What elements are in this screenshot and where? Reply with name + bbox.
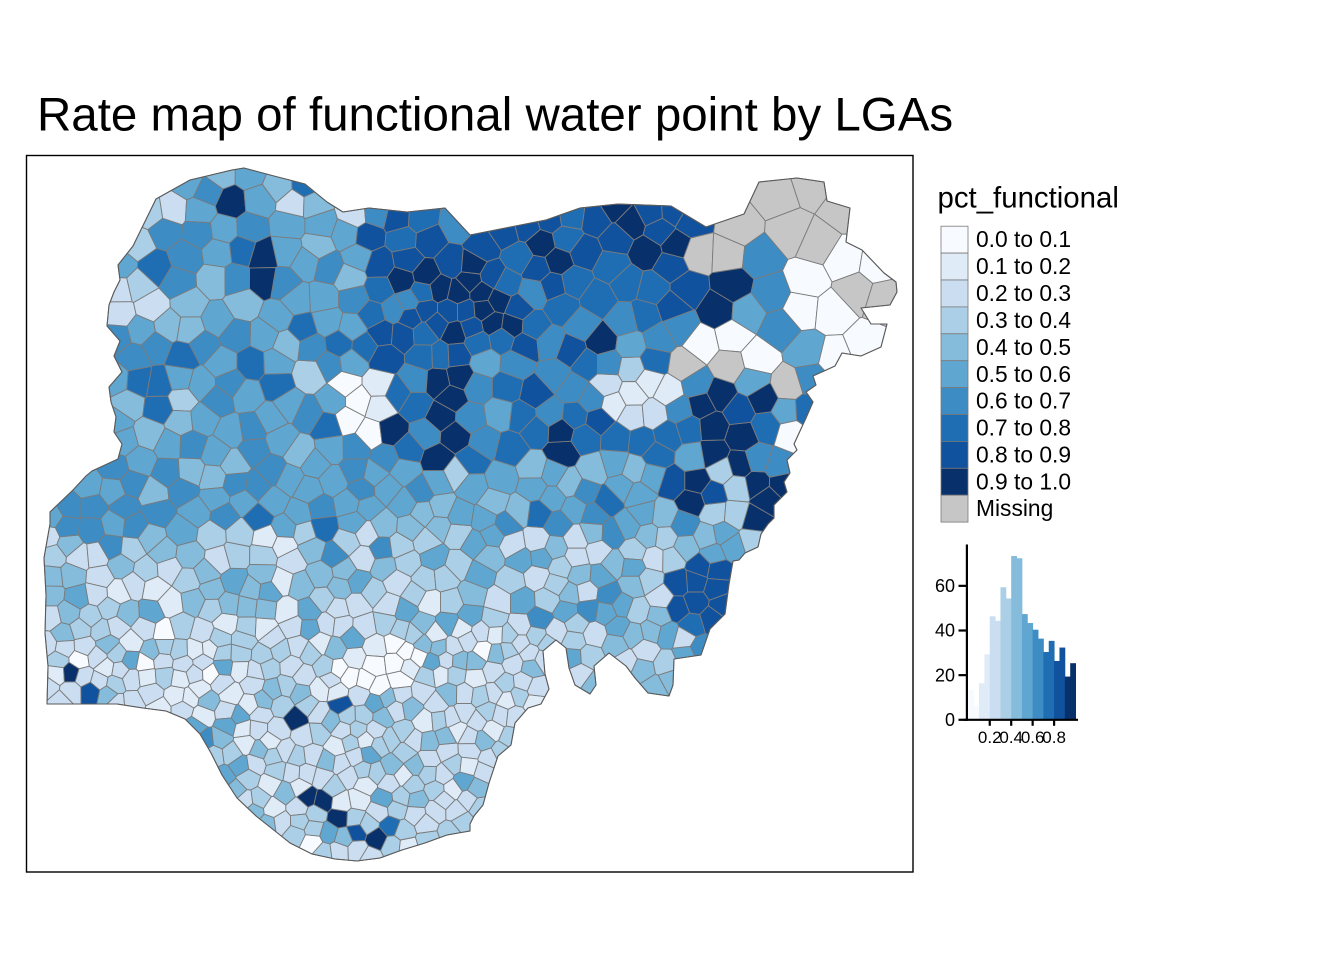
svg-text:0: 0 bbox=[945, 710, 955, 730]
svg-text:40: 40 bbox=[935, 621, 955, 641]
svg-text:0.8: 0.8 bbox=[1042, 728, 1066, 747]
svg-text:0.8 to 0.9: 0.8 to 0.9 bbox=[976, 441, 1071, 467]
svg-text:0.7 to 0.8: 0.7 to 0.8 bbox=[976, 415, 1071, 441]
svg-text:0.3 to 0.4: 0.3 to 0.4 bbox=[976, 307, 1071, 333]
svg-text:0.6: 0.6 bbox=[1021, 728, 1045, 747]
svg-text:0.5 to 0.6: 0.5 to 0.6 bbox=[976, 361, 1071, 387]
svg-text:0.2 to 0.3: 0.2 to 0.3 bbox=[976, 280, 1071, 306]
svg-text:0.9 to 1.0: 0.9 to 1.0 bbox=[976, 468, 1071, 494]
svg-text:0.1 to 0.2: 0.1 to 0.2 bbox=[976, 253, 1071, 279]
svg-text:0.0 to 0.1: 0.0 to 0.1 bbox=[976, 226, 1071, 252]
svg-text:20: 20 bbox=[935, 665, 955, 685]
svg-text:60: 60 bbox=[935, 576, 955, 596]
svg-text:0.4: 0.4 bbox=[999, 728, 1023, 747]
svg-text:Rate map of functional water p: Rate map of functional water point by LG… bbox=[37, 89, 953, 142]
svg-text:pct_functional: pct_functional bbox=[938, 182, 1119, 215]
svg-text:0.6 to 0.7: 0.6 to 0.7 bbox=[976, 388, 1071, 414]
svg-text:0.4 to 0.5: 0.4 to 0.5 bbox=[976, 334, 1071, 360]
svg-text:0.2: 0.2 bbox=[978, 728, 1002, 747]
svg-text:Missing: Missing bbox=[976, 495, 1053, 521]
